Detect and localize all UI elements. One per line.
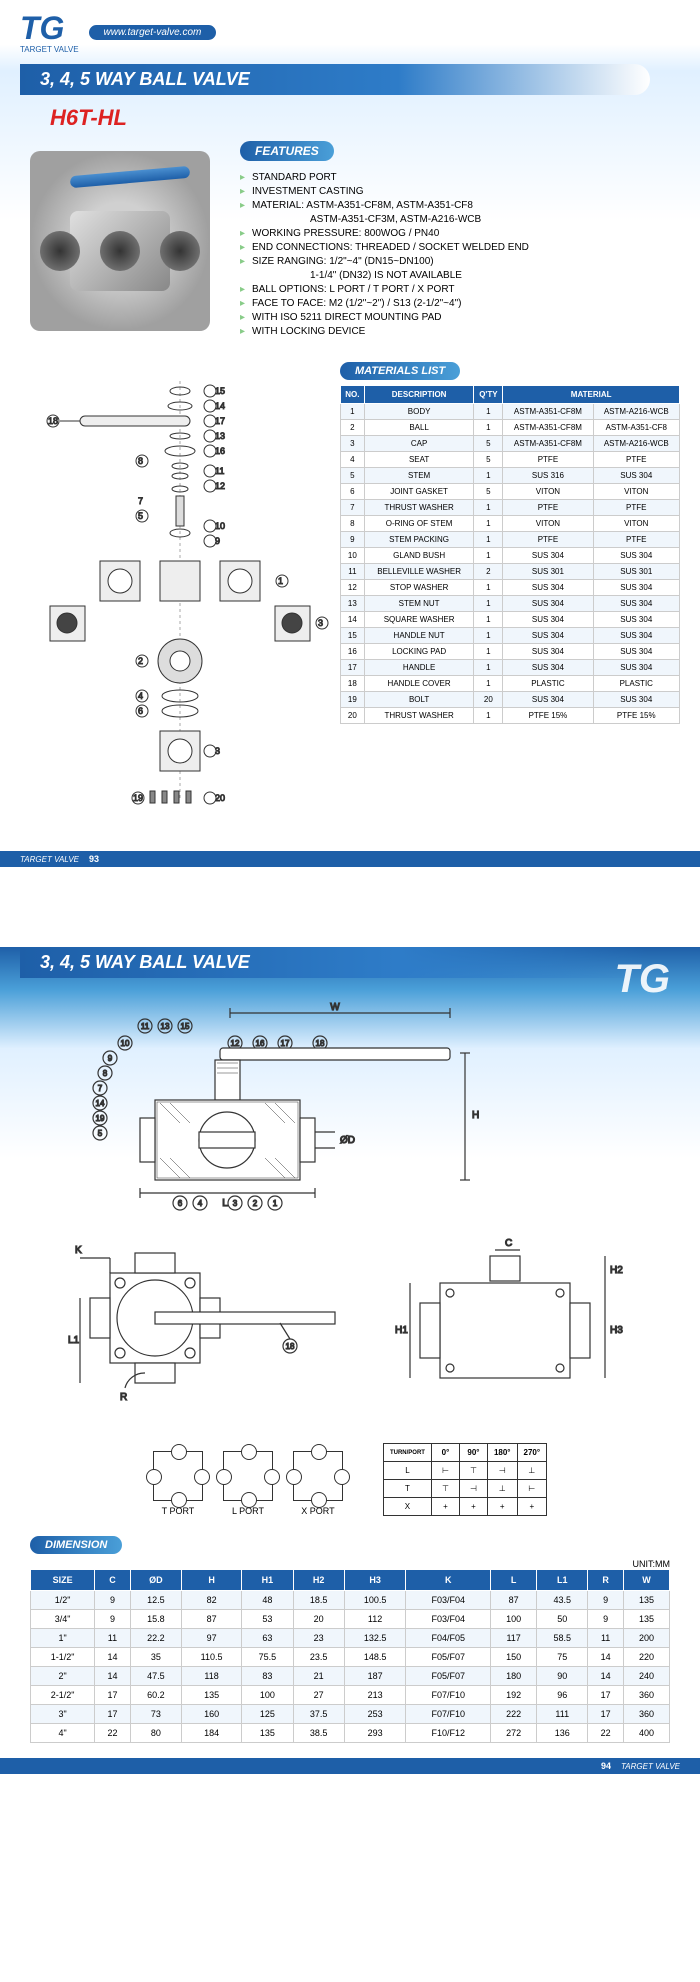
- valve-photo: [30, 151, 210, 331]
- svg-text:8: 8: [138, 456, 143, 466]
- exploded-svg: 15 14 17 18 13 16 8 11 12 7 5 10 9: [20, 361, 340, 841]
- title-bar: 3, 4, 5 WAY BALL VALVE: [20, 64, 650, 95]
- svg-text:W: W: [330, 1002, 340, 1013]
- drawing-svg: W 11 13 15 10 9 8 7 14 19 5 12 16 17 1: [40, 998, 660, 1418]
- feature-item: END CONNECTIONS: THREADED / SOCKET WELDE…: [240, 242, 680, 253]
- materials-panel: MATERIALS LIST NO.DESCRIPTIONQ'TYMATERIA…: [340, 361, 680, 841]
- svg-text:8: 8: [103, 1069, 108, 1078]
- header: TG TARGET VALVE www.target-valve.com: [0, 0, 700, 59]
- dimension-header: DIMENSION: [30, 1536, 122, 1554]
- feature-item: INVESTMENT CASTING: [240, 186, 680, 197]
- svg-text:16: 16: [256, 1039, 265, 1048]
- svg-text:2: 2: [138, 656, 143, 666]
- svg-text:10: 10: [215, 521, 225, 531]
- svg-text:13: 13: [215, 431, 225, 441]
- svg-text:5: 5: [138, 511, 143, 521]
- svg-text:ØD: ØD: [340, 1135, 355, 1146]
- svg-text:12: 12: [215, 481, 225, 491]
- svg-text:3: 3: [233, 1199, 238, 1208]
- svg-text:16: 16: [215, 446, 225, 456]
- svg-text:C: C: [505, 1238, 512, 1249]
- svg-text:19: 19: [96, 1114, 105, 1123]
- svg-text:H: H: [472, 1110, 479, 1121]
- page-2: TG 3, 4, 5 WAY BALL VALVE W 11 13 15 10 …: [0, 947, 700, 1794]
- technical-drawings: W 11 13 15 10 9 8 7 14 19 5 12 16 17 1: [0, 988, 700, 1433]
- svg-text:2: 2: [253, 1199, 258, 1208]
- feature-item: BALL OPTIONS: L PORT / T PORT / X PORT: [240, 284, 680, 295]
- page1-footer: TARGET VALVE 93: [0, 851, 700, 867]
- svg-text:4: 4: [198, 1199, 203, 1208]
- svg-text:H2: H2: [610, 1265, 623, 1276]
- svg-text:7: 7: [98, 1084, 103, 1093]
- feature-item: STANDARD PORT: [240, 172, 680, 183]
- unit-label: UNIT:MM: [0, 1559, 700, 1569]
- page-1: TG TARGET VALVE www.target-valve.com 3, …: [0, 0, 700, 887]
- page1-number: 93: [89, 854, 99, 864]
- svg-text:17: 17: [215, 416, 225, 426]
- footer-brand: TARGET VALVE: [20, 855, 79, 864]
- feature-item: WITH LOCKING DEVICE: [240, 326, 680, 337]
- svg-text:6: 6: [178, 1199, 183, 1208]
- feature-item: FACE TO FACE: M2 (1/2"~2") / S13 (2-1/2"…: [240, 298, 680, 309]
- svg-text:15: 15: [215, 386, 225, 396]
- feature-item: SIZE RANGING: 1/2"~4" (DN15~DN100): [240, 256, 680, 267]
- svg-text:11: 11: [141, 1022, 150, 1031]
- mid-section: 15 14 17 18 13 16 8 11 12 7 5 10 9: [0, 351, 700, 851]
- logo-icon: TG: [20, 10, 79, 47]
- svg-text:13: 13: [161, 1022, 170, 1031]
- svg-text:7: 7: [138, 496, 143, 506]
- svg-text:14: 14: [215, 401, 225, 411]
- brand-logo: TG TARGET VALVE: [20, 10, 79, 54]
- svg-text:3: 3: [318, 618, 323, 628]
- feature-item: ASTM-A351-CF3M, ASTM-A216-WCB: [240, 214, 680, 225]
- svg-text:R: R: [120, 1392, 127, 1403]
- svg-text:17: 17: [281, 1039, 290, 1048]
- port-t: T PORT: [153, 1451, 203, 1516]
- materials-header: MATERIALS LIST: [340, 362, 460, 380]
- port-l: L PORT: [223, 1451, 273, 1516]
- svg-text:9: 9: [108, 1054, 113, 1063]
- features-header: FEATURES: [240, 141, 334, 161]
- top-section: FEATURES STANDARD PORT INVESTMENT CASTING…: [0, 131, 700, 351]
- url-bar: www.target-valve.com: [89, 25, 217, 40]
- svg-text:19: 19: [133, 793, 143, 803]
- svg-text:4: 4: [138, 691, 143, 701]
- model-number: H6T-HL: [50, 105, 700, 131]
- rotation-table: TURN/PORT0°90°180°270°L⊢⊤⊣⊥T⊤⊣⊥⊢X++++: [383, 1443, 547, 1516]
- svg-text:12: 12: [231, 1039, 240, 1048]
- svg-text:15: 15: [181, 1022, 190, 1031]
- features-panel: FEATURES STANDARD PORT INVESTMENT CASTING…: [220, 141, 680, 341]
- svg-text:L1: L1: [68, 1335, 80, 1346]
- svg-text:18: 18: [286, 1342, 295, 1351]
- svg-text:L: L: [222, 1198, 228, 1209]
- svg-text:H3: H3: [610, 1325, 623, 1336]
- svg-text:H1: H1: [395, 1325, 408, 1336]
- svg-text:1: 1: [278, 576, 283, 586]
- svg-text:5: 5: [98, 1129, 103, 1138]
- svg-text:6: 6: [138, 706, 143, 716]
- tg-watermark: TG: [614, 957, 670, 1002]
- materials-table: NO.DESCRIPTIONQ'TYMATERIAL1BODY1ASTM-A35…: [340, 385, 680, 724]
- port-diagrams: T PORT L PORT X PORT TURN/PORT0°90°180°2…: [0, 1433, 700, 1526]
- svg-text:10: 10: [121, 1039, 130, 1048]
- svg-text:20: 20: [215, 793, 225, 803]
- logo-subtitle: TARGET VALVE: [20, 45, 79, 54]
- page2-number: 94: [601, 1761, 611, 1771]
- page2-footer: 94 TARGET VALVE: [0, 1758, 700, 1774]
- exploded-view: 15 14 17 18 13 16 8 11 12 7 5 10 9: [20, 361, 340, 841]
- title-bar-2: 3, 4, 5 WAY BALL VALVE: [20, 947, 650, 978]
- svg-text:18: 18: [48, 416, 58, 426]
- svg-text:18: 18: [316, 1039, 325, 1048]
- svg-text:1: 1: [273, 1199, 278, 1208]
- features-list: STANDARD PORT INVESTMENT CASTING MATERIAL:…: [240, 172, 680, 337]
- feature-item: WITH ISO 5211 DIRECT MOUNTING PAD: [240, 312, 680, 323]
- feature-item: MATERIAL: ASTM-A351-CF8M, ASTM-A351-CF8: [240, 200, 680, 211]
- feature-item: 1-1/4" (DN32) IS NOT AVAILABLE: [240, 270, 680, 281]
- svg-text:14: 14: [96, 1099, 105, 1108]
- svg-text:K: K: [75, 1245, 82, 1256]
- port-x: X PORT: [293, 1451, 343, 1516]
- dimension-table: SIZECØDHH1H2H3KLL1RW1/2"912.5824818.5100…: [30, 1569, 670, 1743]
- footer-brand-2: TARGET VALVE: [621, 1762, 680, 1771]
- feature-item: WORKING PRESSURE: 800WOG / PN40: [240, 228, 680, 239]
